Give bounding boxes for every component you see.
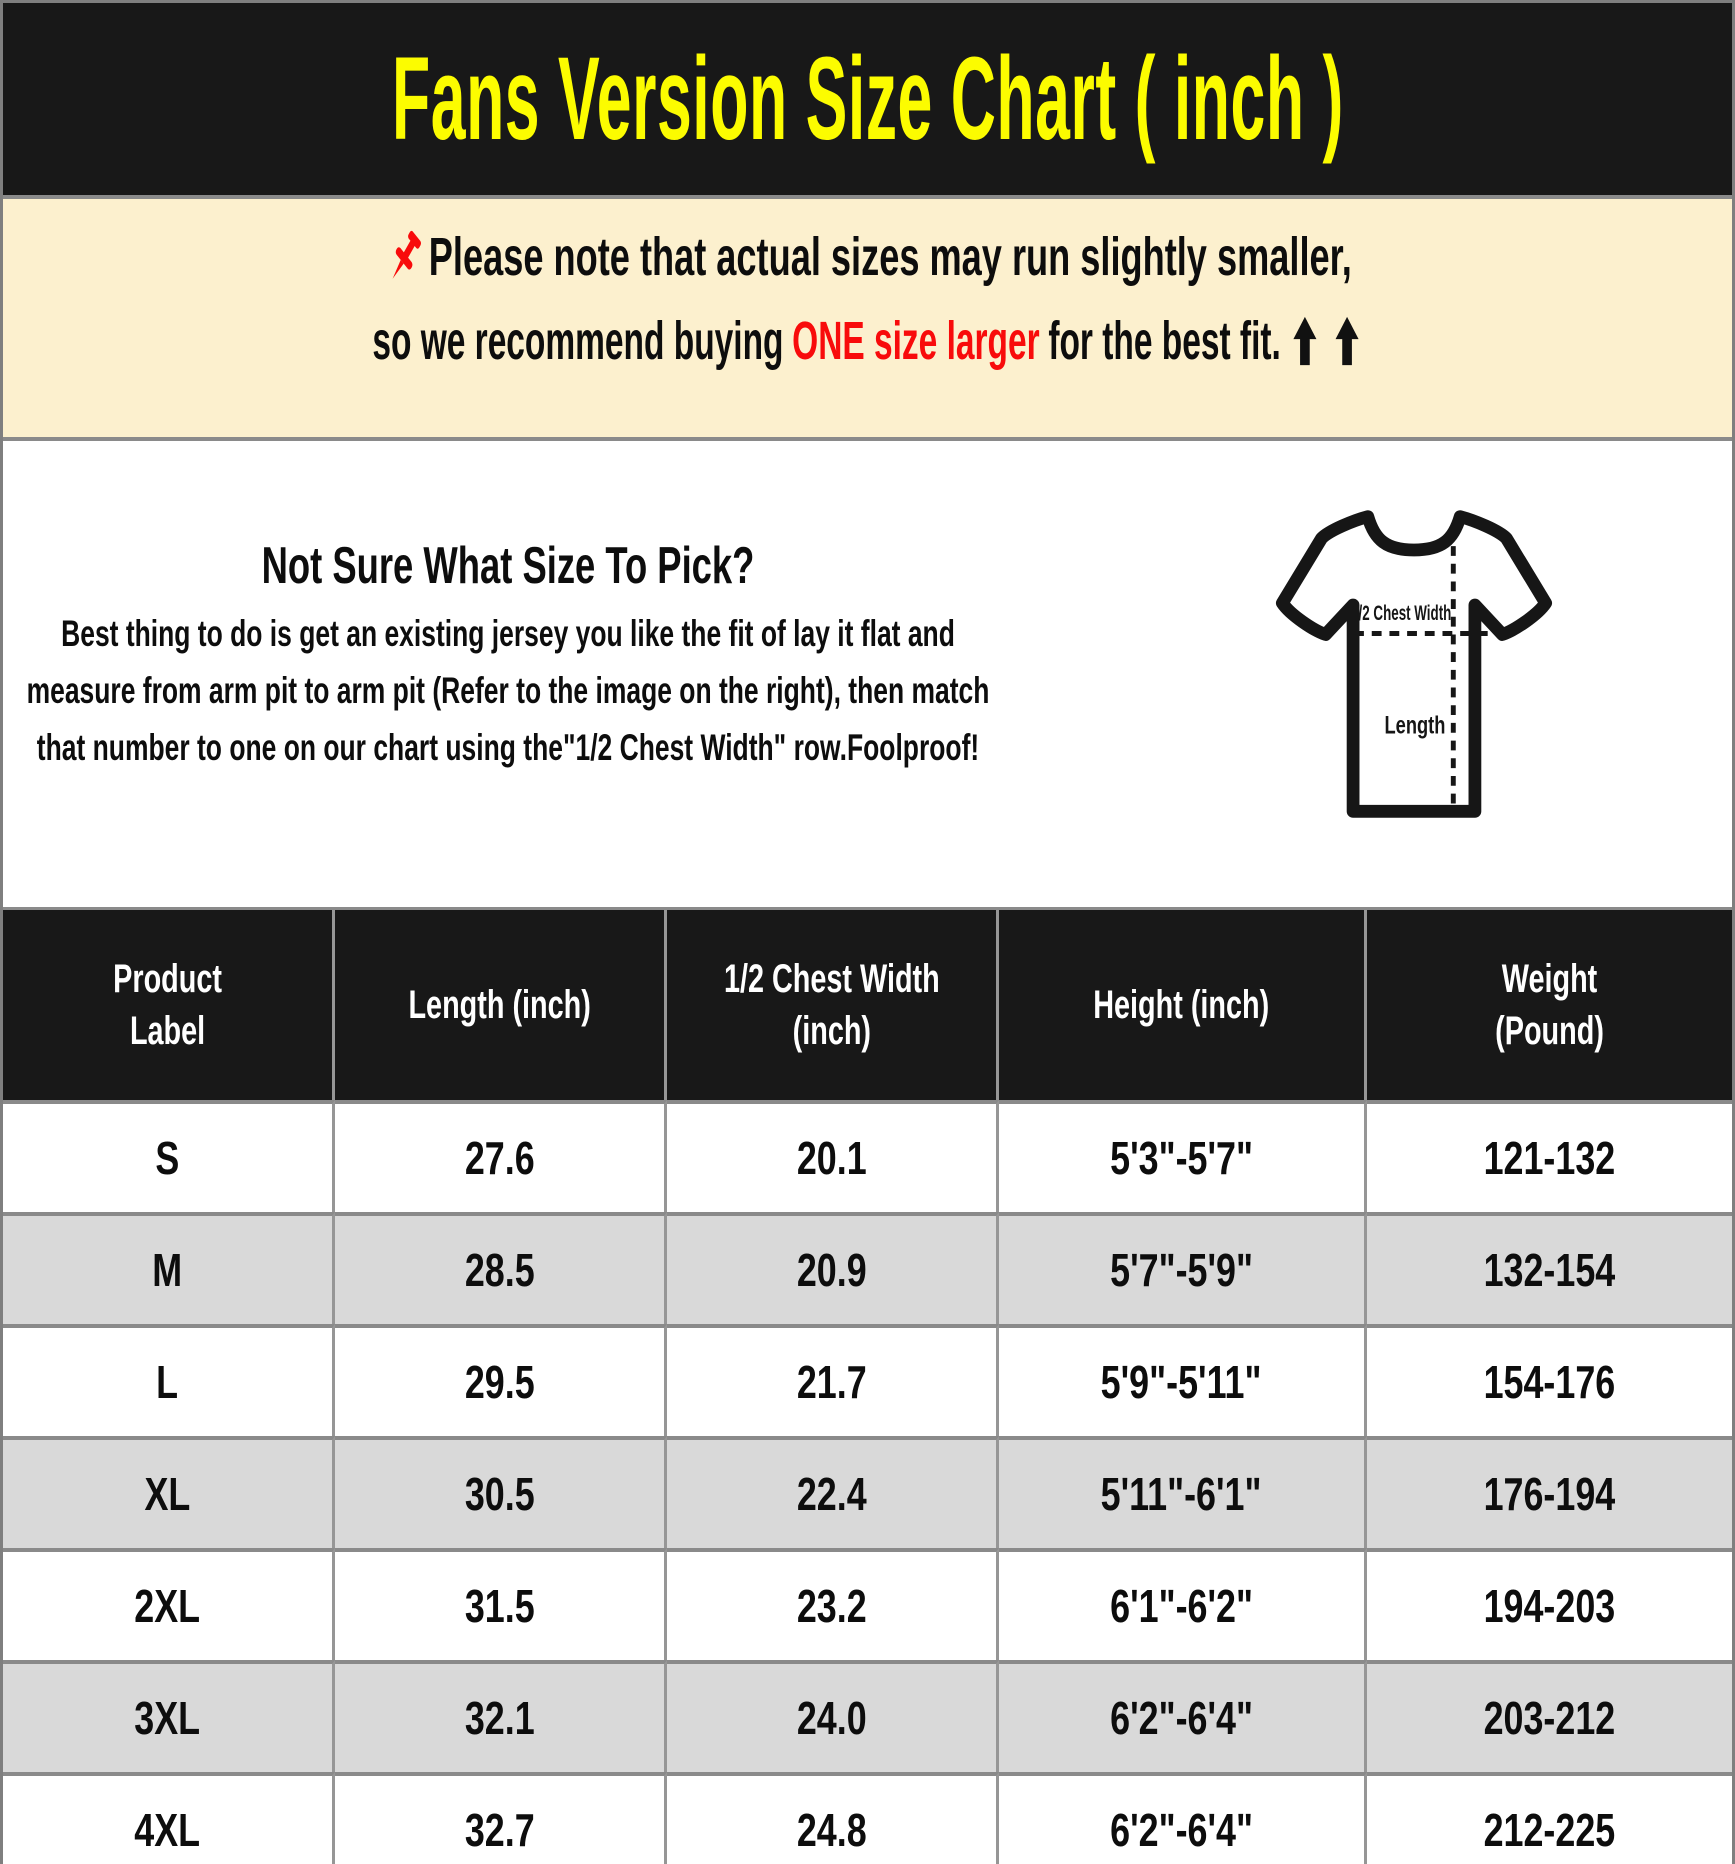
column-header: 1/2 Chest Width (inch) [667, 910, 999, 1100]
value-cell: 30.5 [335, 1436, 667, 1548]
value-cell: 32.7 [335, 1772, 667, 1864]
up-arrow-icon [1335, 316, 1359, 366]
value-cell: 29.5 [335, 1324, 667, 1436]
value-cell: 203-212 [1367, 1660, 1732, 1772]
value-cell: 6'2"-6'4" [999, 1660, 1367, 1772]
size-table: Product Label Length (inch) 1/2 Chest Width… [3, 907, 1732, 1864]
value-cell: 5'9"-5'11" [999, 1324, 1367, 1436]
value-cell: 5'11"-6'1" [999, 1436, 1367, 1548]
column-header: Product Label [3, 910, 335, 1100]
notice-text-2-prefix: so we recommend buying [372, 311, 784, 371]
value-cell: 21.7 [667, 1324, 999, 1436]
size-help-section: Not Sure What Size To Pick? Best thing t… [3, 441, 1732, 907]
size-help-text: Not Sure What Size To Pick? Best thing t… [3, 441, 1013, 907]
value-cell: 194-203 [1367, 1548, 1732, 1660]
size-label-cell: 4XL [3, 1772, 335, 1864]
value-cell: 154-176 [1367, 1324, 1732, 1436]
column-header: Length (inch) [335, 910, 667, 1100]
value-cell: 212-225 [1367, 1772, 1732, 1864]
value-cell: 28.5 [335, 1212, 667, 1324]
notice-text-2-suffix: for the best fit. [1048, 311, 1281, 371]
size-label-cell: 2XL [3, 1548, 335, 1660]
size-label-cell: S [3, 1100, 335, 1212]
size-label-cell: 3XL [3, 1660, 335, 1772]
size-label-cell: L [3, 1324, 335, 1436]
value-cell: 32.1 [335, 1660, 667, 1772]
size-help-heading: Not Sure What Size To Pick? [261, 537, 755, 595]
size-label-cell: M [3, 1212, 335, 1324]
notice-line-2: so we recommend buying ONE size larger f… [332, 309, 1404, 373]
value-cell: 31.5 [335, 1548, 667, 1660]
notice-highlight-text: ONE size larger [792, 311, 1040, 371]
value-cell: 5'7"-5'9" [999, 1212, 1367, 1324]
up-arrow-icon [1293, 316, 1317, 366]
notice-banner: Please note that actual sizes may run sl… [3, 199, 1732, 441]
title-bar: Fans Version Size Chart ( inch ) [3, 3, 1732, 199]
chest-width-label: 1/2 Chest Width [1351, 600, 1451, 625]
column-header: Height (inch) [999, 910, 1367, 1100]
value-cell: 20.1 [667, 1100, 999, 1212]
value-cell: 176-194 [1367, 1436, 1732, 1548]
shirt-diagram-area: 1/2 Chest Width Length [1013, 441, 1732, 907]
column-header: Weight (Pound) [1367, 910, 1732, 1100]
value-cell: 24.0 [667, 1660, 999, 1772]
notice-line-1: Please note that actual sizes may run sl… [288, 225, 1446, 289]
notice-text-1: Please note that actual sizes may run sl… [428, 227, 1352, 287]
value-cell: 132-154 [1367, 1212, 1732, 1324]
value-cell: 20.9 [667, 1212, 999, 1324]
value-cell: 121-132 [1367, 1100, 1732, 1212]
size-label-cell: XL [3, 1436, 335, 1548]
tshirt-measure-diagram-icon: 1/2 Chest Width Length [1275, 510, 1553, 818]
page-title: Fans Version Size Chart ( inch ) [391, 33, 1344, 165]
value-cell: 5'3"-5'7" [999, 1100, 1367, 1212]
value-cell: 6'2"-6'4" [999, 1772, 1367, 1864]
value-cell: 23.2 [667, 1548, 999, 1660]
length-label: Length [1385, 713, 1446, 740]
value-cell: 24.8 [667, 1772, 999, 1864]
size-help-body: Best thing to do is get an existing jers… [26, 613, 990, 768]
pushpin-icon [392, 230, 421, 279]
value-cell: 6'1"-6'2" [999, 1548, 1367, 1660]
value-cell: 22.4 [667, 1436, 999, 1548]
value-cell: 27.6 [335, 1100, 667, 1212]
